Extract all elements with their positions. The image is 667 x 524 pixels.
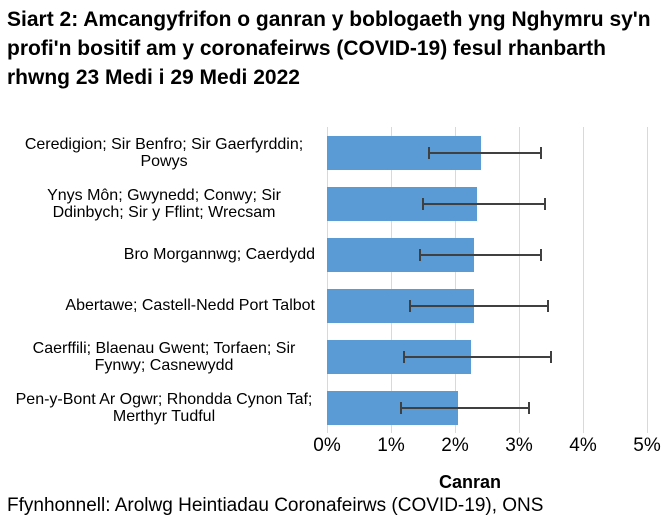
- error-bar-line: [423, 202, 545, 205]
- category-label: Bro Morgannwg; Caerdydd: [4, 229, 315, 280]
- gridline: [646, 127, 648, 433]
- error-bar-cap: [422, 197, 424, 210]
- x-axis-tick-label: 0%: [313, 435, 341, 456]
- error-bar-cap: [418, 248, 421, 261]
- x-axis-tick-label: 3%: [505, 435, 533, 456]
- category-label: Ceredigion; Sir Benfro; Sir Gaerfyrddin;…: [4, 127, 315, 178]
- category-label: Ynys Môn; Gwynedd; Conwy; Sir Ddinbych; …: [4, 178, 315, 229]
- error-bar-line: [419, 253, 542, 256]
- category-label-text: Ynys Môn; Gwynedd; Conwy; Sir Ddinbych; …: [47, 186, 281, 221]
- error-bar-cap: [428, 146, 431, 159]
- error-bar-cap: [527, 401, 530, 414]
- x-axis-tick-label: 4%: [569, 435, 597, 456]
- chart-title: Siart 2: Amcangyfrifon o ganran y boblog…: [7, 8, 651, 89]
- x-axis-tick-label: 1%: [377, 435, 405, 456]
- category-label-text: Caerffili; Blaenau Gwent; Torfaen; Sir F…: [32, 339, 296, 374]
- gridline: [454, 127, 456, 433]
- category-label: Caerffili; Blaenau Gwent; Torfaen; Sir F…: [4, 331, 315, 382]
- error-bar-cap: [540, 146, 543, 159]
- x-axis-title: Canran: [438, 472, 502, 492]
- error-bar-line: [403, 355, 551, 358]
- error-bar-cap: [399, 401, 402, 414]
- category-label: Abertawe; Castell-Nedd Port Talbot: [4, 280, 315, 331]
- gridline: [582, 127, 584, 433]
- error-bar-line: [410, 304, 548, 307]
- error-bar-cap: [540, 248, 543, 261]
- category-label-text: Abertawe; Castell-Nedd Port Talbot: [65, 297, 315, 314]
- error-bar-cap: [546, 299, 549, 312]
- source-note: Ffynhonnell: Arolwg Heintiadau Coronafei…: [7, 495, 544, 516]
- gridline: [326, 127, 328, 433]
- x-axis-tick-label: 5%: [633, 435, 661, 456]
- error-bar-line: [429, 151, 542, 154]
- error-bar-cap: [409, 299, 412, 312]
- error-bar-cap: [550, 350, 552, 363]
- gridline: [390, 127, 392, 433]
- error-bar-cap: [543, 197, 546, 210]
- error-bar-line: [400, 406, 529, 409]
- gridline: [518, 127, 520, 433]
- x-axis-tick-label: 2%: [441, 435, 469, 456]
- category-label: Pen-y-Bont Ar Ogwr; Rhondda Cynon Taf; M…: [4, 382, 315, 433]
- category-label-text: Pen-y-Bont Ar Ogwr; Rhondda Cynon Taf; M…: [15, 390, 313, 425]
- category-label-text: Bro Morgannwg; Caerdydd: [123, 246, 315, 263]
- error-bar-cap: [402, 350, 405, 363]
- category-label-text: Ceredigion; Sir Benfro; Sir Gaerfyrddin;…: [24, 135, 304, 170]
